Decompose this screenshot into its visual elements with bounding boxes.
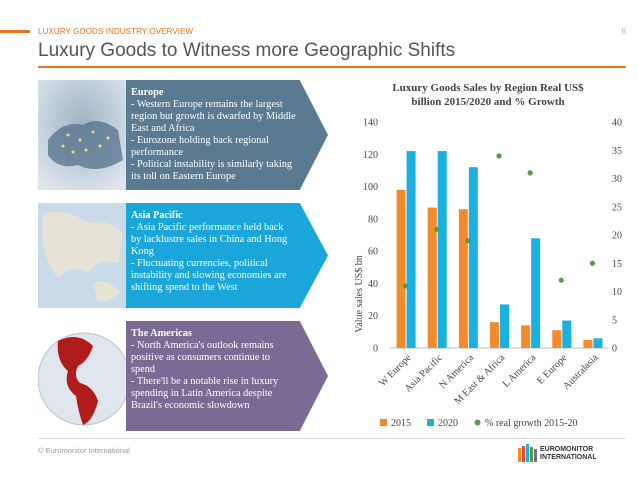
y2-tick-label: 10	[612, 287, 622, 298]
y2-tick-label: 40	[612, 118, 622, 129]
legend-swatch	[427, 419, 434, 426]
growth-point	[434, 226, 440, 232]
growth-point	[465, 238, 471, 244]
growth-point	[527, 170, 533, 176]
growth-point	[589, 260, 596, 266]
asia-pacific-satellite-map	[38, 203, 126, 308]
page-title: Luxury Goods to Witness more Geographic …	[38, 40, 456, 61]
bar-2020	[406, 151, 416, 348]
y2-tick-label: 25	[612, 202, 622, 213]
logo-line2: INTERNATIONAL	[540, 454, 597, 461]
sales-by-region-chart: Luxury Goods Sales by Region Real US$ bi…	[354, 82, 622, 429]
y-tick-label: 120	[363, 150, 378, 161]
logo-line1: EUROMONITOR	[540, 446, 594, 453]
bar-2020	[593, 338, 603, 348]
y2-tick-label: 0	[612, 344, 617, 355]
bar-2020	[468, 167, 478, 348]
y2-tick-label: 5	[612, 315, 617, 326]
y-tick-label: 20	[368, 311, 378, 322]
y2-tick-label: 15	[612, 259, 622, 270]
page-number: 6	[621, 27, 626, 36]
region-panel-asia-pacific: Asia Pacific - Asia Pacific performance …	[126, 203, 328, 308]
header-accent-bar	[0, 30, 30, 33]
europe-satellite-map	[38, 80, 126, 190]
y-tick-label: 60	[368, 247, 378, 258]
bar-2020	[562, 320, 572, 348]
y-tick-label: 80	[368, 214, 378, 225]
copyright: © Euromonitor International	[38, 446, 130, 455]
y2-tick-label: 20	[612, 231, 622, 242]
footer-divider	[38, 438, 626, 439]
legend-label: 2020	[438, 418, 458, 429]
x-tick-label: L America	[501, 352, 539, 390]
americas-globe	[38, 321, 126, 431]
legend-label: % real growth 2015-20	[485, 418, 577, 429]
y-tick-label: 140	[363, 118, 378, 129]
bar-2015	[583, 339, 593, 348]
y-axis-label: Value sales US$ bn	[354, 255, 365, 333]
bar-2015	[458, 209, 468, 348]
region-body: - North America's outlook remains positi…	[131, 340, 279, 411]
legend-label: 2015	[391, 418, 411, 429]
bar-2020	[437, 151, 447, 348]
euromonitor-logo-icon	[518, 444, 537, 462]
region-body: - Western Europe remains the largest reg…	[131, 99, 296, 182]
section-kicker: LUXURY GOODS INDUSTRY OVERVIEW	[38, 27, 194, 36]
region-panel-europe: Europe - Western Europe remains the larg…	[126, 80, 328, 190]
y2-tick-label: 35	[612, 146, 622, 157]
chart-title-line1: Luxury Goods Sales by Region Real US$	[392, 82, 584, 94]
y-tick-label: 100	[363, 182, 378, 193]
bar-2015	[396, 189, 406, 348]
region-heading: The Americas	[131, 328, 192, 339]
growth-point	[402, 283, 409, 289]
region-heading: Europe	[131, 87, 164, 98]
y2-tick-label: 30	[612, 174, 622, 185]
region-body: - Asia Pacific performance held back by …	[131, 222, 288, 293]
chart-title-line2: billion 2015/2020 and % Growth	[411, 96, 564, 108]
bar-2015	[490, 322, 499, 348]
legend-swatch	[474, 419, 481, 426]
region-heading: Asia Pacific	[131, 210, 183, 221]
title-underline	[38, 66, 626, 68]
region-panel-americas: The Americas - North America's outlook r…	[126, 321, 328, 431]
growth-point	[496, 153, 502, 159]
bar-2020	[531, 238, 541, 348]
y-tick-label: 0	[373, 344, 378, 355]
growth-point	[558, 277, 564, 283]
y-tick-label: 40	[368, 279, 378, 290]
logo-text: EUROMONITOR INTERNATIONAL	[540, 446, 597, 462]
bar-2015	[521, 325, 531, 348]
bar-2015	[552, 330, 562, 348]
bar-2020	[500, 304, 509, 348]
legend-swatch	[380, 419, 387, 426]
bar-2015	[427, 207, 437, 348]
